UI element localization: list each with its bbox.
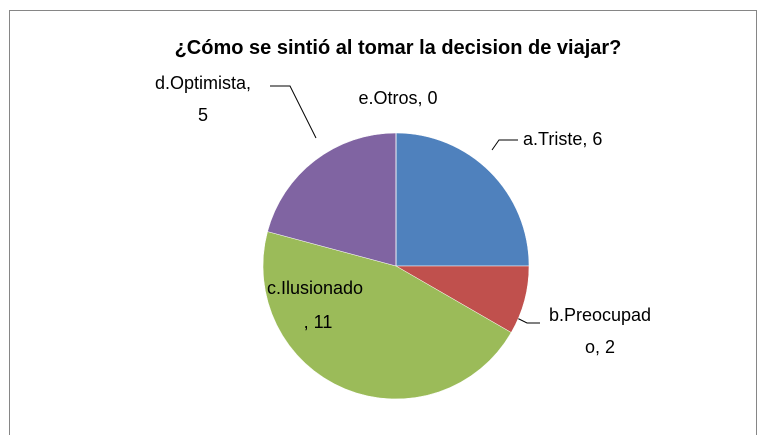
data-label: b.Preocupad o, 2 xyxy=(549,305,651,357)
leader-line xyxy=(491,139,518,151)
chart-title: ¿Cómo se sintió al tomar la decision de … xyxy=(175,37,622,59)
data-label: a.Triste, 6 xyxy=(523,129,602,149)
data-label: c.Ilusionado, 11 xyxy=(267,278,363,332)
data-label: e.Otros, 0 xyxy=(358,88,437,108)
pie-slice xyxy=(395,132,530,267)
data-label: d.Optimista, 5 xyxy=(155,73,251,125)
leader-line xyxy=(270,85,317,139)
pie-slice xyxy=(262,231,512,400)
chart-border xyxy=(9,10,757,435)
pie-slice xyxy=(267,132,397,267)
leader-line xyxy=(516,317,540,324)
